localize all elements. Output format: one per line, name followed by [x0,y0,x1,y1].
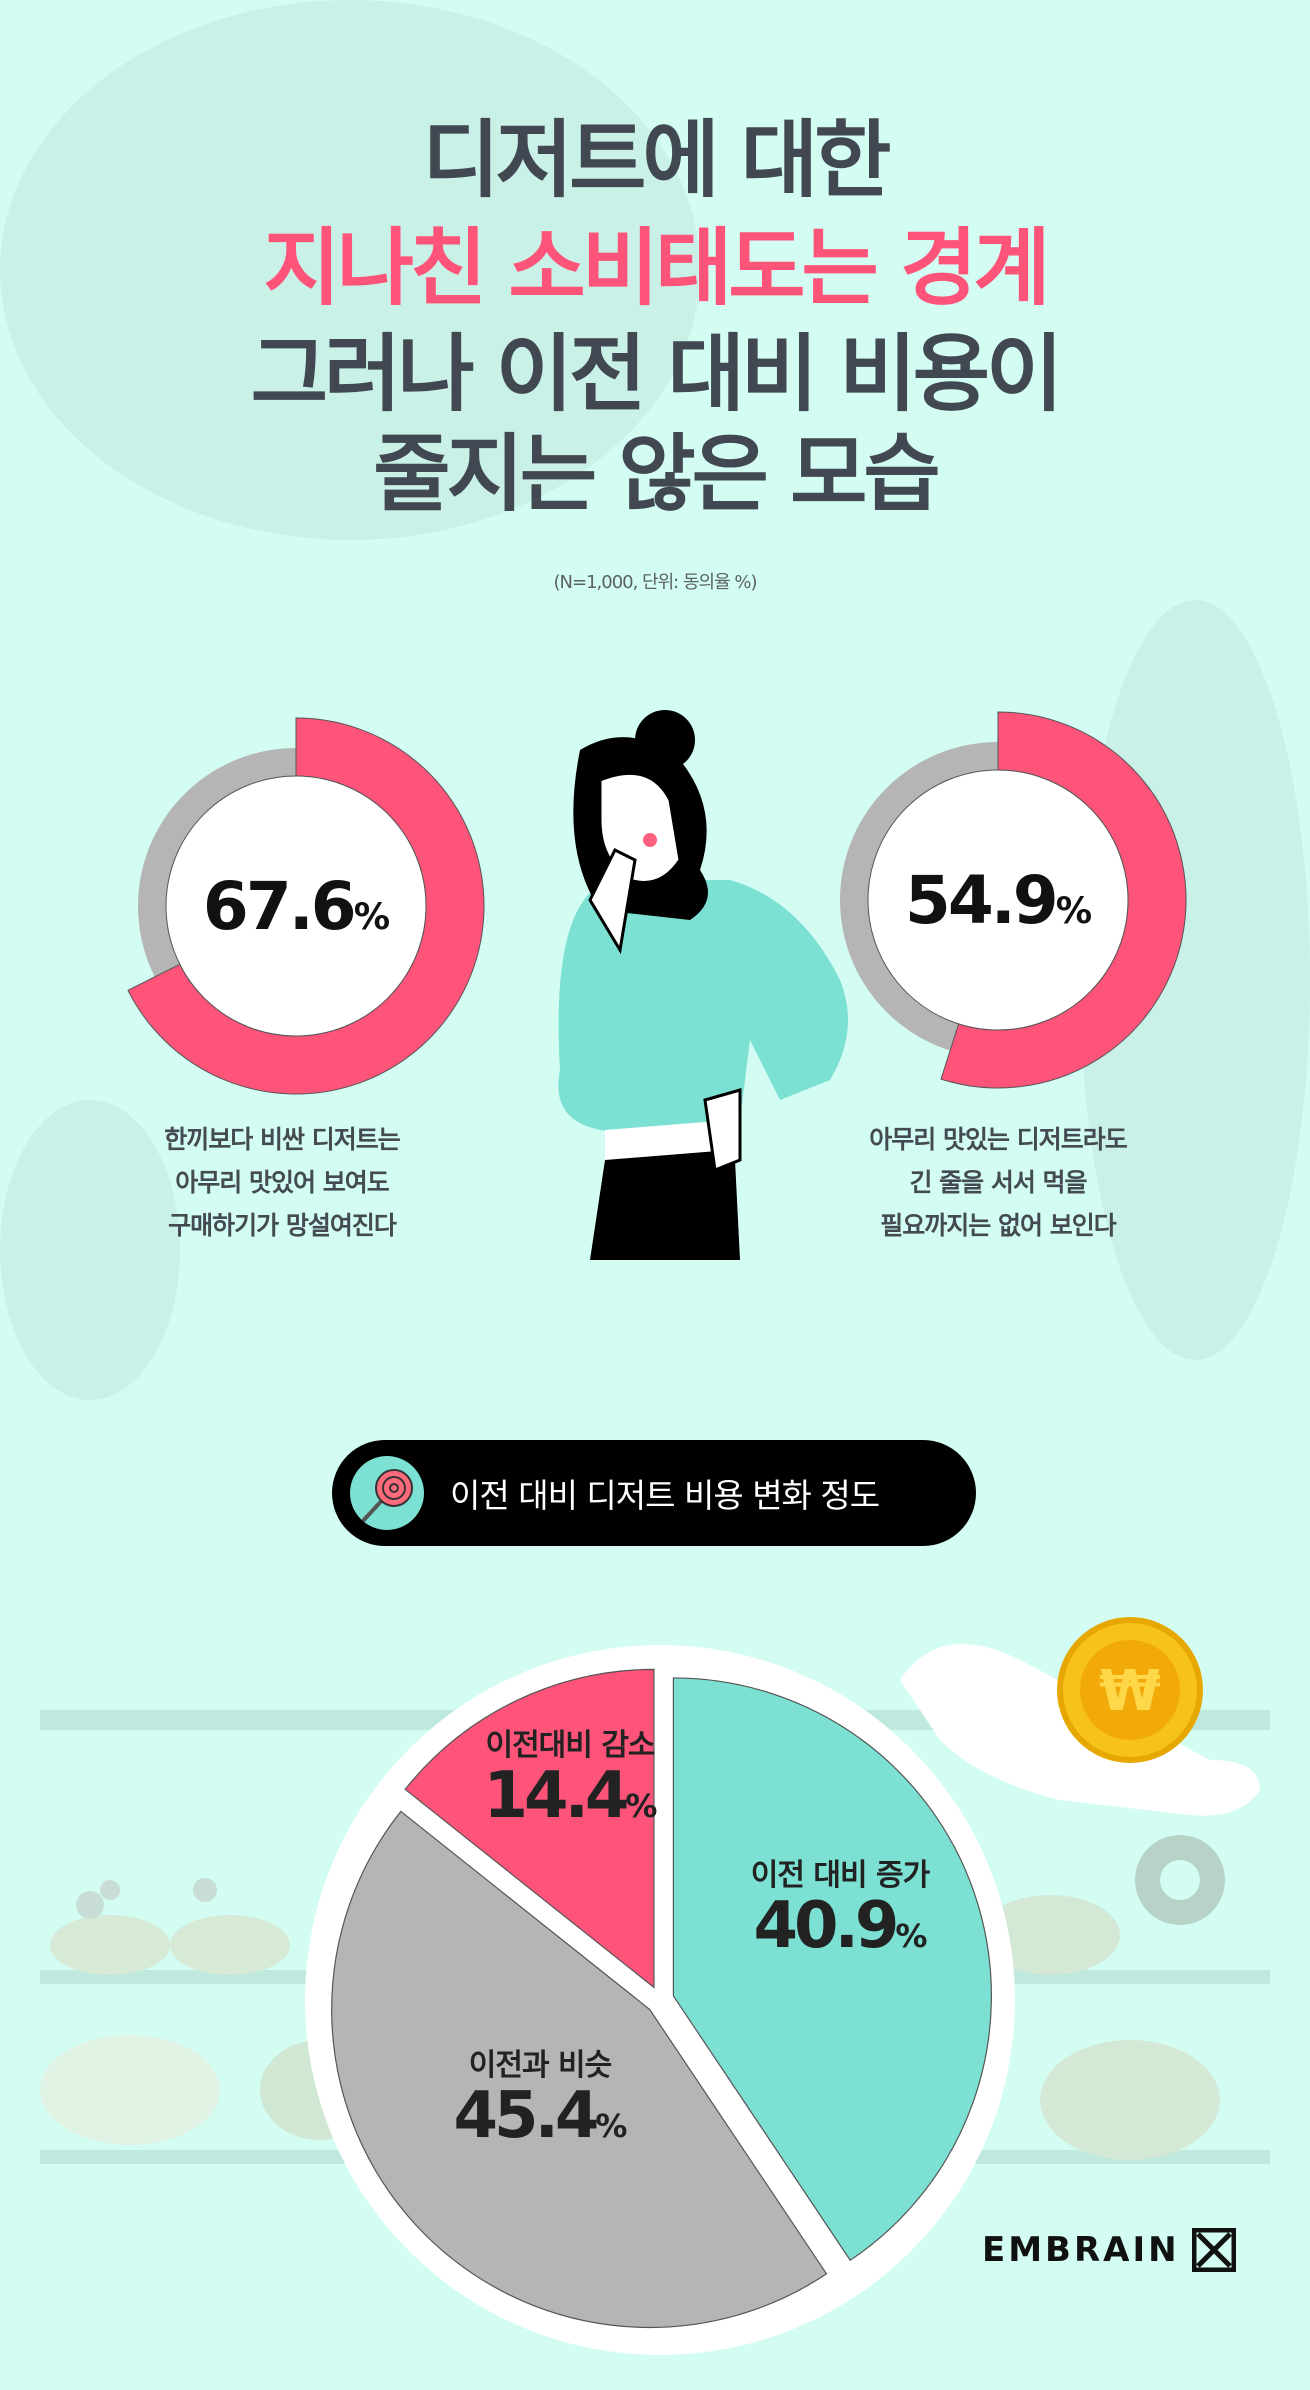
banner-label: 이전 대비 디저트 비용 변화 정도 [450,1476,880,1515]
embrain-logo: EMBRAIN [982,2228,1236,2272]
croissant [1040,2040,1220,2160]
background-cloud [0,1100,180,1400]
pie-chart [305,1645,1015,2355]
caption-queue: 아무리 맛있는 디저트라도 긴 줄을 서서 먹을 필요까지는 없어 보인다 [869,1125,1127,1240]
background-cloud [0,0,700,540]
caption-expensive: 한끼보다 비싼 디저트는 아무리 맛있어 보여도 구매하기가 망설여진다 [164,1125,400,1240]
donut-chart-queue [840,711,1187,1089]
donut-chart-expensive [127,717,485,1095]
title-line-1: 디저트에 대한 [422,111,892,209]
pie-slice-increase [672,1677,992,2262]
title-line-4: 줄지는 않은 모습 [373,425,940,523]
pie-label-similar: 이전과 비슷 45.4% [453,2048,628,2153]
croissant [980,1895,1120,1975]
lollipop-icon [350,1456,424,1530]
sample-note: (N=1,000, 단위: 동의율 %) [553,572,758,593]
cupcake [170,1915,290,1975]
pie-slice-similar [331,1810,828,2329]
title-line-3: 그러나 이전 대비 비용이 [250,325,1064,423]
svg-text:₩: ₩ [1099,1659,1161,1724]
pie-label-decrease: 이전대비 감소 14.4% [483,1728,658,1833]
title-line-2-highlight: 지나친 소비태도는 경계 [263,219,1050,317]
pie-label-increase: 이전 대비 증가 40.9% [750,1858,931,1963]
pie-slice-decrease [404,1668,655,1989]
embrain-logo-mark [1191,2228,1236,2272]
donut-value-expensive: 67.6% [202,868,390,945]
thinking-woman-illustration [558,710,848,1260]
donut-center [867,769,1129,1031]
donut-value-queue: 54.9% [904,862,1092,939]
donut-center [165,775,427,1037]
bread [40,2035,220,2145]
section-banner: 이전 대비 디저트 비용 변화 정도 [332,1440,976,1546]
hand-with-coin-illustration: ₩ [900,1617,1260,1816]
cupcake [50,1915,170,1975]
